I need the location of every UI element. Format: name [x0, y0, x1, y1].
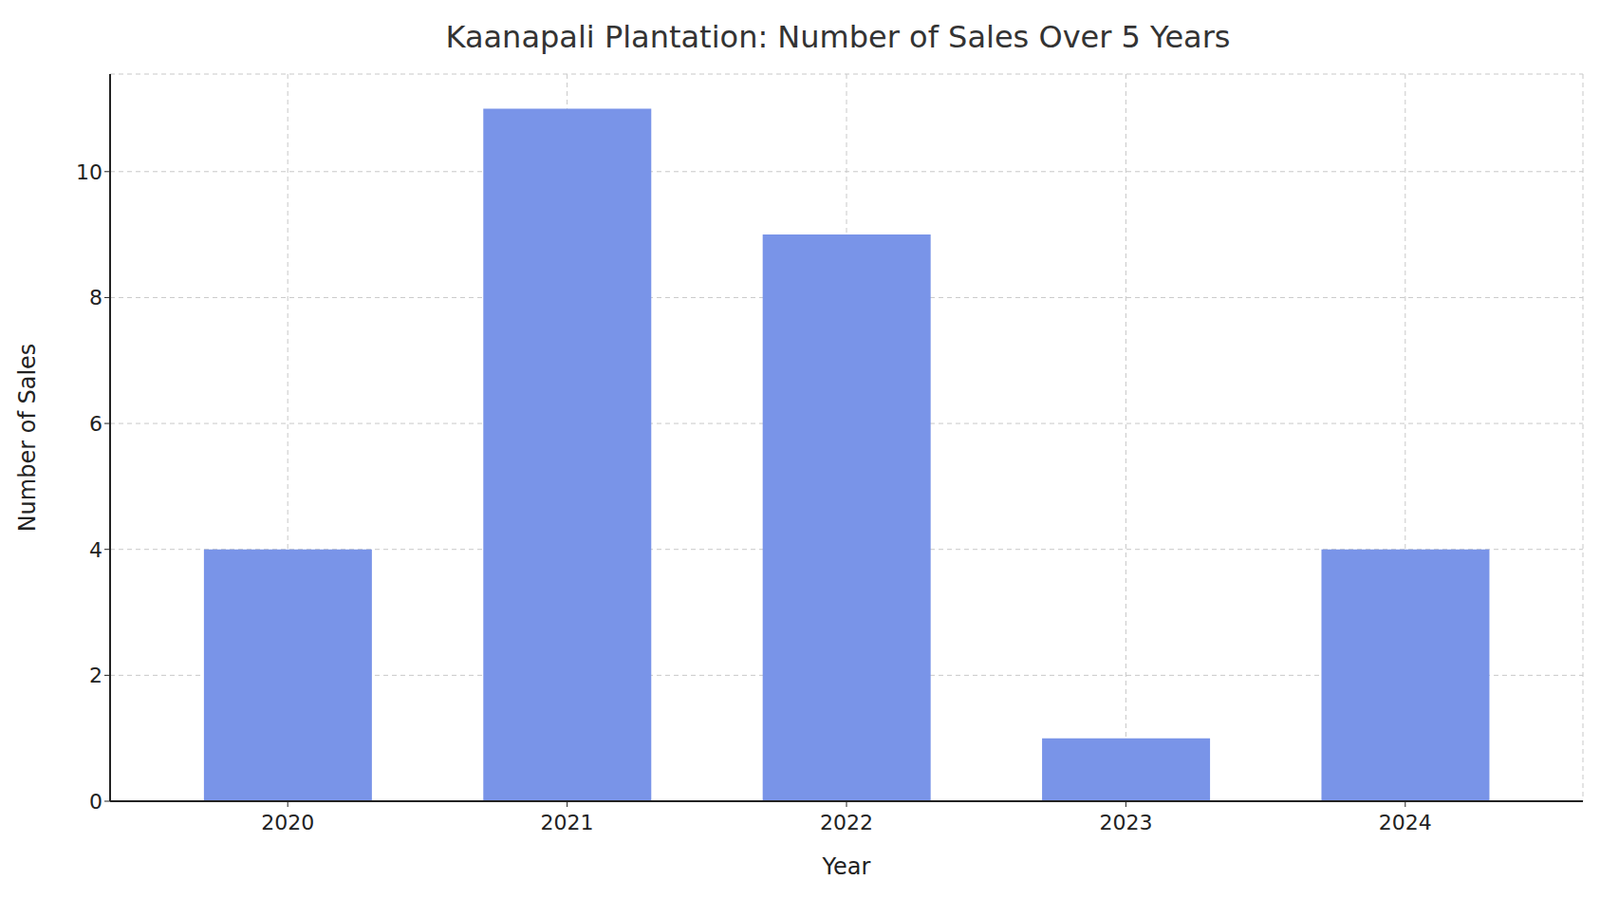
svg-text:2024: 2024 [1378, 810, 1433, 835]
html-text:Kaanapali Plantation: Number o: Kaanapali Plantation: Number of Sales Ov… [445, 18, 1231, 56]
svg-text:10: 10 [75, 160, 103, 185]
svg-text:2022: 2022 [819, 810, 874, 835]
svg-text:8: 8 [89, 285, 103, 310]
svg-text:Year: Year [821, 853, 872, 880]
svg-text:6: 6 [89, 411, 103, 436]
svg-text:2: 2 [89, 663, 103, 688]
svg-text:2021: 2021 [540, 810, 595, 835]
svg-text:2020: 2020 [260, 810, 315, 835]
svg-text:2023: 2023 [1098, 810, 1153, 835]
svg-text:4: 4 [89, 538, 103, 562]
svg-text:0: 0 [89, 789, 103, 814]
svg-text:Number of Sales: Number of Sales [14, 343, 41, 533]
